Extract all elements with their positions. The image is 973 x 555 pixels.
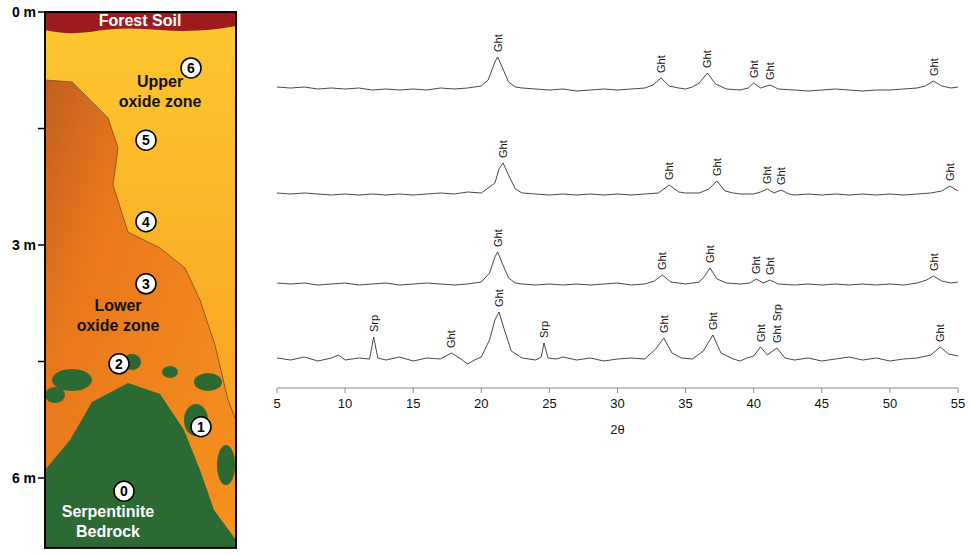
depth-tick [38,128,45,130]
x-tick-label: 55 [951,396,965,411]
x-tick-label: 30 [610,396,624,411]
peak-label: Ght [497,140,509,158]
x-tick-label: 5 [273,396,280,411]
zone-label: oxide zone [77,317,160,334]
peak-label: Ght [750,256,762,274]
forest-soil [45,12,236,33]
peak-label: Ght [764,257,776,275]
x-tick-label: 35 [678,396,692,411]
profile-column [45,12,236,548]
zone-label: Bedrock [76,523,140,540]
peak-label: Ght [492,229,504,247]
x-tick [958,388,959,393]
depth-tick [38,11,45,13]
peak-label: Ght [928,58,940,76]
xrd-trace [277,252,958,285]
sample-marker [136,212,156,232]
peak-label: Ght [701,50,713,68]
x-tick [889,388,890,393]
peak-label: Ght [934,324,946,342]
xrd-trace [277,312,958,364]
x-tick [277,388,278,393]
sample-marker [114,481,134,501]
xrd-trace [277,163,958,195]
x-tick-label: 10 [338,396,352,411]
zone-label: Serpentinite [62,503,155,520]
x-tick [481,388,482,393]
depth-label: 0 m [12,4,36,20]
sample-label: 0 [120,483,128,499]
peak-label: Ght [707,312,719,330]
zone-label: Lower [94,297,141,314]
x-tick [821,388,822,393]
upper-oxide-zone [45,12,236,420]
x-tick [345,388,346,393]
x-tick-label: 20 [474,396,488,411]
figure: 0 m 3 m 6 m Forest Soil Upper oxide zone Lower… [0,0,973,555]
xrd-trace [277,57,958,91]
bedrock-boulder [194,373,222,391]
x-axis-title: 2θ [610,422,624,437]
depth-label: 6 m [12,470,36,486]
sample-marker [109,354,129,374]
bedrock [45,383,236,548]
x-tick-label: 15 [406,396,420,411]
x-tick-label: 40 [746,396,760,411]
zone-label: Forest Soil [99,12,182,29]
sample-label: 2 [115,356,123,372]
peak-label: Ght [663,162,675,180]
peak-label: Ght [764,62,776,80]
zone-label: Upper [137,73,183,90]
sample-marker [136,274,156,294]
peak-label: Ght [771,325,783,343]
sample-label: 6 [187,60,195,76]
sample-label: 5 [142,132,150,148]
peak-label: Ght [445,330,457,348]
depth-label: 3 m [12,237,36,253]
peak-label: Ght [748,60,760,78]
x-tick [753,388,754,393]
x-tick [549,388,550,393]
peak-label: Ght [761,166,773,184]
sample-label: 1 [197,419,205,435]
x-tick-label: 50 [883,396,897,411]
sample-marker [191,417,211,437]
peak-label: Ght [928,253,940,271]
zone-label: oxide zone [119,93,202,110]
bedrock-boulder [162,366,178,378]
peak-label: Srp [538,321,550,338]
sample-marker [181,58,201,78]
peak-label: Ght [711,158,723,176]
x-tick [413,388,414,393]
sample-marker [136,130,156,150]
peak-label: Ght [656,252,668,270]
depth-tick [38,477,45,479]
x-tick-label: 45 [815,396,829,411]
peak-label: Ght [944,163,956,181]
peak-label: Ght [493,289,505,307]
bedrock-boulder [217,445,235,485]
peak-label: Ght [492,34,504,52]
bedrock-boulder [45,387,65,403]
depth-tick [38,361,45,363]
peak-label: Ght [775,167,787,185]
peak-label: Ght [704,245,716,263]
depth-tick [38,244,45,246]
trace-group [277,252,958,285]
x-tick [685,388,686,393]
sample-label: 3 [142,276,150,292]
peak-label: Ght [655,55,667,73]
peak-label: Ght [755,324,767,342]
trace-group [277,163,958,195]
peak-label: Ght [658,315,670,333]
trace-group [277,312,958,364]
trace-group [277,57,958,91]
column-frame [45,12,236,548]
peak-label: Srp [368,315,380,332]
peak-label: Srp [771,304,783,321]
sample-label: 4 [142,214,150,230]
x-tick [617,388,618,393]
x-tick-label: 25 [542,396,556,411]
